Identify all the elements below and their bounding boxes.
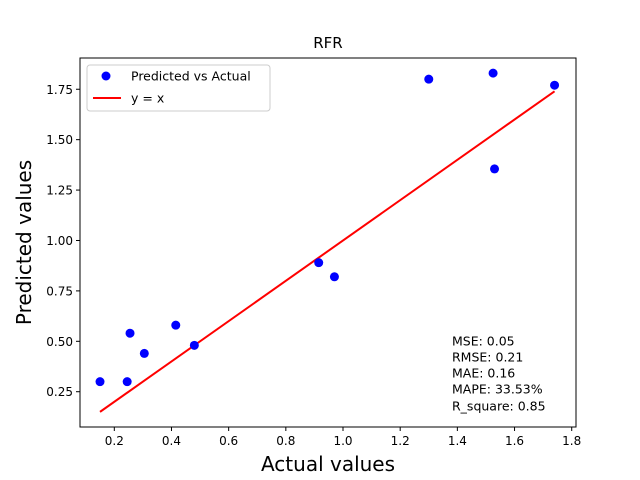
x-axis-label: Actual values xyxy=(261,452,395,476)
metric-mse: MSE: 0.05 xyxy=(452,334,515,349)
x-tick-label: 0.6 xyxy=(219,434,238,448)
data-point xyxy=(488,68,498,78)
y-axis-ticks: 0.25 0.50 0.75 1.00 1.25 1.50 1.75 xyxy=(46,83,80,399)
data-point xyxy=(424,74,434,84)
axes-frame xyxy=(79,57,577,428)
x-tick-label: 0.4 xyxy=(162,434,181,448)
x-tick-label: 1.2 xyxy=(391,434,410,448)
x-tick-label: 1.8 xyxy=(562,434,581,448)
data-point xyxy=(171,320,181,330)
data-point xyxy=(550,80,560,90)
x-tick-label: 1.4 xyxy=(448,434,467,448)
metric-mape: MAPE: 33.53% xyxy=(452,382,543,397)
y-tick-label: 1.75 xyxy=(46,83,73,97)
chart-marks xyxy=(95,68,560,413)
data-point xyxy=(189,340,199,350)
metric-rmse: RMSE: 0.21 xyxy=(452,350,523,365)
x-tick-label: 0.8 xyxy=(276,434,295,448)
legend: Predicted vs Actual y = x xyxy=(86,64,271,112)
data-point xyxy=(125,328,135,338)
legend-box xyxy=(86,64,271,112)
data-point xyxy=(139,348,149,358)
chart-title: RFR xyxy=(313,34,342,52)
metrics-annotation: MSE: 0.05 RMSE: 0.21 MAE: 0.16 MAPE: 33.… xyxy=(452,334,546,414)
metric-r-square: R_square: 0.85 xyxy=(452,399,546,414)
data-point xyxy=(329,272,339,282)
x-tick-label: 1.0 xyxy=(333,434,352,448)
y-tick-label: 1.25 xyxy=(46,184,73,198)
x-axis-ticks: 0.2 0.4 0.6 0.8 1.0 1.2 1.4 1.6 1.8 xyxy=(105,427,581,448)
y-tick-label: 1.00 xyxy=(46,234,73,248)
identity-line xyxy=(99,90,556,413)
x-tick-label: 0.2 xyxy=(105,434,124,448)
metric-mae: MAE: 0.16 xyxy=(452,366,515,381)
legend-label-scatter: Predicted vs Actual xyxy=(131,69,251,84)
plot-area xyxy=(80,58,576,427)
data-point xyxy=(95,377,105,387)
y-tick-label: 1.50 xyxy=(46,133,73,147)
y-axis-label: Predicted values xyxy=(12,160,36,325)
y-tick-label: 0.75 xyxy=(46,284,73,298)
data-point xyxy=(122,377,132,387)
data-point xyxy=(490,164,500,174)
legend-marker-scatter xyxy=(101,71,111,81)
x-tick-label: 1.6 xyxy=(505,434,524,448)
legend-label-line: y = x xyxy=(131,91,164,106)
y-tick-label: 0.25 xyxy=(46,385,73,399)
data-point xyxy=(314,258,324,268)
y-tick-label: 0.50 xyxy=(46,335,73,349)
